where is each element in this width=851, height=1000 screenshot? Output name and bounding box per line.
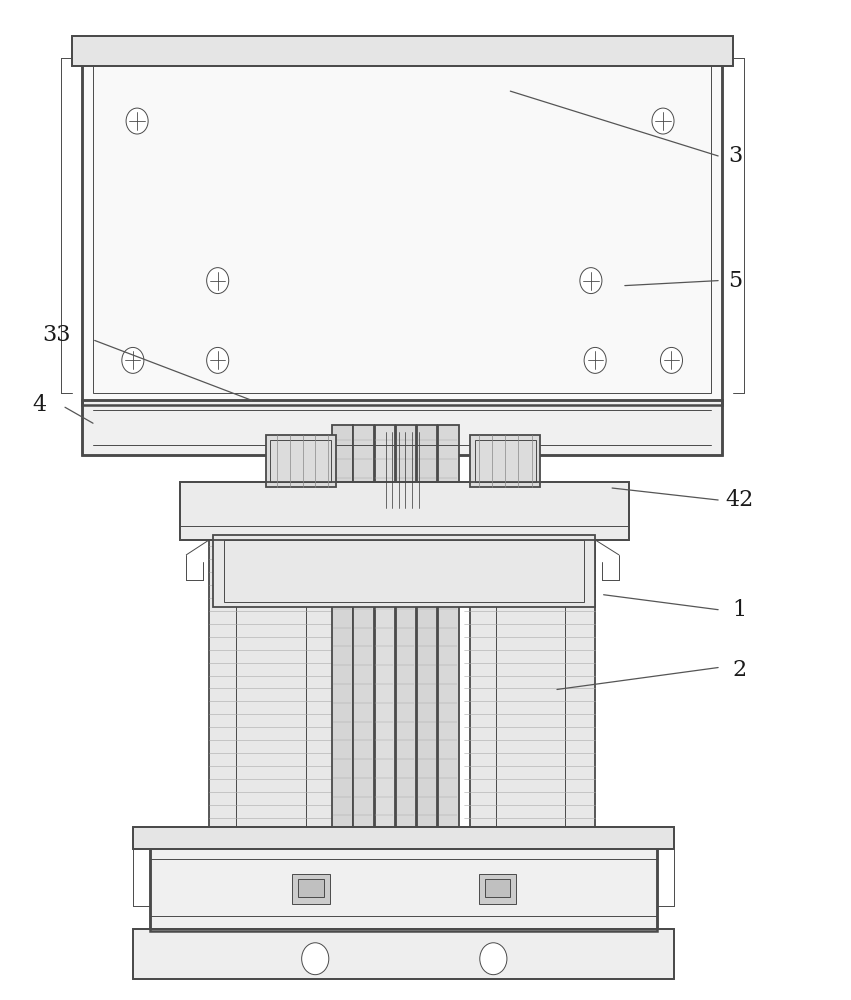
Circle shape [480, 943, 507, 975]
Text: 1: 1 [732, 599, 746, 621]
Text: 3: 3 [728, 145, 742, 167]
Bar [82, 46, 722, 405]
Bar [471, 435, 540, 487]
Bar [485, 879, 511, 897]
Bar [271, 440, 331, 482]
Bar [438, 425, 459, 849]
Bar [332, 425, 352, 849]
Bar [293, 874, 329, 904]
Text: 4: 4 [32, 394, 47, 416]
Bar [180, 482, 629, 540]
Bar [150, 847, 657, 931]
Circle shape [580, 268, 602, 294]
Bar [353, 425, 374, 849]
Bar [417, 425, 437, 849]
Bar [209, 525, 334, 844]
Bar [133, 929, 674, 979]
Text: 42: 42 [725, 489, 753, 511]
Bar [496, 525, 565, 844]
Bar [180, 482, 629, 540]
Bar [93, 56, 711, 393]
Bar [298, 879, 323, 897]
Bar [374, 425, 395, 849]
Bar [237, 525, 306, 844]
Circle shape [301, 943, 328, 975]
Bar [82, 400, 722, 455]
Bar [133, 929, 674, 979]
Bar [471, 525, 595, 844]
Bar [224, 540, 584, 602]
Bar [71, 36, 733, 66]
Circle shape [207, 268, 229, 294]
Bar [475, 440, 536, 482]
Bar [214, 535, 595, 607]
Bar [266, 435, 335, 487]
Bar [82, 400, 722, 455]
Bar [82, 46, 722, 405]
Text: 5: 5 [728, 270, 742, 292]
Bar [150, 847, 657, 931]
Circle shape [126, 108, 148, 134]
Circle shape [660, 347, 683, 373]
Bar [71, 36, 733, 66]
Bar [133, 827, 674, 849]
Circle shape [652, 108, 674, 134]
Bar [133, 827, 674, 849]
Text: 2: 2 [732, 659, 746, 681]
Circle shape [122, 347, 144, 373]
Circle shape [584, 347, 606, 373]
Bar [396, 425, 416, 849]
Text: 33: 33 [43, 324, 71, 346]
Bar [479, 874, 517, 904]
Circle shape [207, 347, 229, 373]
